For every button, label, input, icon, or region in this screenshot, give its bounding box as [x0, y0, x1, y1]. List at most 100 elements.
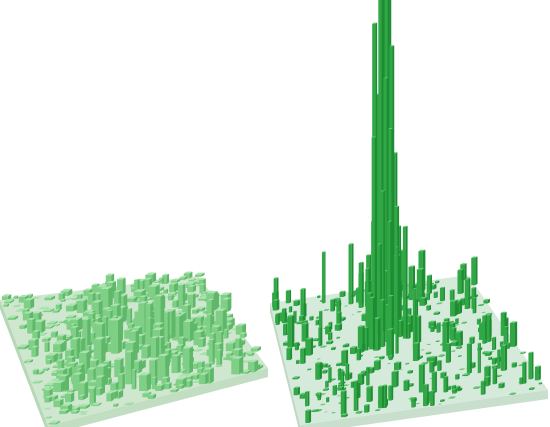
terrain-bar-top — [44, 324, 55, 328]
terrain-bar-side — [334, 346, 336, 351]
terrain-bar-top — [66, 388, 76, 391]
terrain-bar-top — [288, 306, 293, 307]
terrain-bar — [131, 369, 135, 390]
terrain-bar — [279, 312, 284, 322]
terrain-bar-top — [71, 297, 78, 299]
terrain-bar-top — [350, 381, 355, 382]
terrain-bar-side — [356, 380, 359, 411]
terrain-bar-top — [171, 347, 178, 349]
terrain-bar-top — [355, 410, 363, 413]
terrain-bar — [367, 368, 373, 374]
terrain-bar — [322, 370, 326, 374]
terrain-bar-top — [436, 322, 441, 324]
terrain-bar-side — [452, 289, 455, 301]
terrain-bar-top — [445, 342, 451, 344]
terrain-bar-side — [341, 386, 345, 391]
terrain-bar — [469, 337, 473, 344]
terrain-bar — [82, 312, 91, 318]
terrain-bar-side — [175, 388, 179, 393]
terrain-bar-top — [376, 243, 382, 245]
terrain-bar-top — [449, 320, 454, 322]
terrain-bar — [34, 321, 42, 334]
terrain-bar-side — [189, 271, 193, 279]
terrain-bar-side — [53, 320, 58, 325]
terrain-bar — [337, 387, 342, 391]
terrain-bar-top — [79, 350, 91, 354]
terrain-bar-side — [382, 355, 385, 360]
terrain-bar-side — [76, 409, 80, 414]
terrain-bar-top — [235, 323, 247, 326]
terrain-bar — [341, 351, 346, 367]
terrain-bar-top — [450, 327, 457, 329]
terrain-bar — [519, 352, 524, 354]
terrain-bar — [158, 356, 166, 381]
terrain-bar — [24, 361, 30, 364]
terrain-bar-top — [138, 301, 149, 304]
terrain-bar-top — [304, 391, 310, 392]
terrain-bar-top — [372, 22, 378, 24]
terrain-bar — [480, 381, 484, 395]
terrain-bar-top — [67, 361, 79, 364]
terrain-bar-top — [60, 403, 73, 406]
terrain-bar-top — [342, 344, 347, 346]
terrain-bar-top — [483, 298, 490, 301]
terrain-bar-side — [514, 321, 518, 347]
terrain-bar-top — [449, 322, 456, 324]
terrain-bar — [379, 300, 384, 348]
terrain-bar — [364, 405, 368, 413]
terrain-bar-top — [223, 328, 229, 330]
terrain-bar — [329, 379, 334, 381]
terrain-bar — [397, 321, 402, 338]
terrain-bar-side — [72, 388, 76, 393]
terrain-bar — [455, 318, 458, 324]
terrain-bar-top — [52, 309, 61, 311]
terrain-bar — [336, 312, 340, 331]
terrain-bar-side — [540, 382, 542, 385]
terrain-bar-side — [111, 391, 114, 402]
terrain-bar-side — [60, 352, 63, 360]
terrain-bar-top — [301, 322, 309, 325]
terrain-bar — [316, 317, 319, 319]
terrain-bar-top — [22, 308, 30, 310]
terrain-bar-top — [45, 416, 52, 418]
terrain-bar-side — [326, 388, 329, 391]
terrain-bar-side — [417, 342, 420, 362]
terrain-bar-top — [187, 293, 196, 295]
terrain-bar-side — [122, 340, 126, 350]
terrain-bar-side — [411, 383, 414, 387]
terrain-bar — [53, 400, 60, 408]
terrain-bar — [107, 365, 116, 368]
terrain-bar — [457, 270, 462, 294]
terrain-bar-top — [403, 379, 410, 381]
terrain-bar-top — [497, 349, 501, 350]
terrain-bar-top — [353, 380, 359, 382]
terrain-bar — [340, 391, 345, 415]
terrain-bar-side — [30, 298, 35, 309]
terrain-bar-top — [458, 368, 466, 370]
terrain-bar-top — [373, 359, 381, 362]
terrain-bar — [412, 288, 416, 350]
terrain-bar-top — [182, 319, 195, 323]
terrain-bar-top — [485, 312, 493, 315]
terrain-bar-side — [346, 384, 350, 387]
terrain-bar-top — [457, 355, 462, 356]
terrain-bar-top — [65, 303, 78, 306]
terrain-bar-top — [27, 293, 34, 295]
terrain-bar — [366, 367, 369, 386]
terrain-bar-top — [455, 373, 460, 375]
terrain-bar — [51, 325, 58, 327]
terrain-bar — [32, 313, 39, 321]
terrain-bar-side — [383, 299, 386, 348]
terrain-bar-side — [307, 391, 310, 407]
terrain-bar-top — [383, 77, 389, 79]
terrain-bar-top — [360, 370, 367, 372]
terrain-bar-side — [347, 396, 350, 399]
terrain-bar-top — [315, 361, 322, 364]
terrain-bar — [497, 349, 500, 369]
terrain-bar-side — [309, 409, 312, 424]
terrain-bar-top — [348, 243, 354, 245]
terrain-bar — [309, 316, 313, 321]
terrain-bar-side — [338, 336, 340, 339]
terrain-bar-top — [500, 344, 508, 346]
terrain-bar — [482, 352, 487, 355]
